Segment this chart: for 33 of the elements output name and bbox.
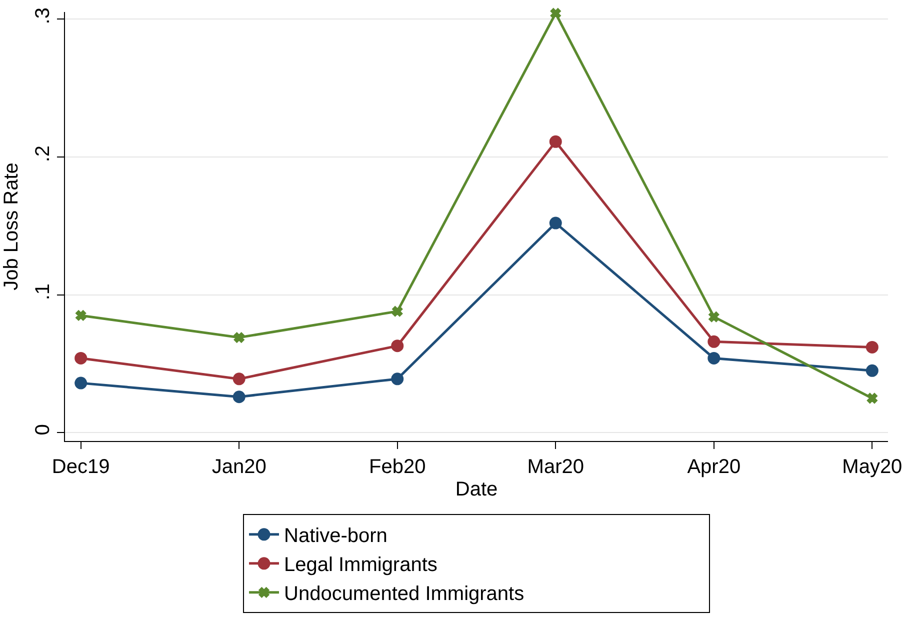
point	[708, 335, 720, 348]
x-tick-label: Mar20	[527, 456, 584, 478]
x-tick-label: May20	[842, 456, 902, 478]
point	[74, 376, 88, 390]
point	[74, 352, 88, 364]
y-tick-label: .1	[32, 283, 54, 300]
point	[549, 135, 562, 148]
point	[76, 310, 86, 321]
point	[232, 372, 246, 386]
point	[391, 372, 404, 386]
y-tick-label: .3	[32, 8, 54, 24]
legend-label: Undocumented Immigrants	[284, 583, 524, 606]
y-tick-label: 0	[32, 424, 54, 436]
x-tick-label: Feb20	[369, 456, 426, 478]
legend-label: Legal Immigrants	[284, 554, 438, 576]
point	[392, 306, 403, 317]
point	[549, 216, 562, 230]
x-axis-title: Date	[455, 478, 498, 500]
point	[866, 392, 878, 404]
x-tick-label: Jan20	[212, 456, 266, 478]
point	[234, 332, 244, 343]
legend-label: Native-born	[284, 525, 388, 548]
point	[708, 312, 720, 322]
y-axis-title: Job Loss Rate	[0, 162, 22, 290]
x-tick-label: Apr20	[687, 456, 741, 478]
point	[232, 390, 246, 404]
point	[866, 364, 878, 377]
x-tick-label: Dec19	[52, 456, 110, 478]
point	[866, 340, 878, 354]
point	[708, 352, 720, 364]
point	[550, 8, 561, 19]
y-tick-label: .2	[32, 145, 54, 162]
point	[391, 340, 404, 352]
